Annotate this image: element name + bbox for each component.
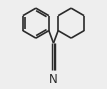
Text: N: N bbox=[49, 73, 58, 86]
